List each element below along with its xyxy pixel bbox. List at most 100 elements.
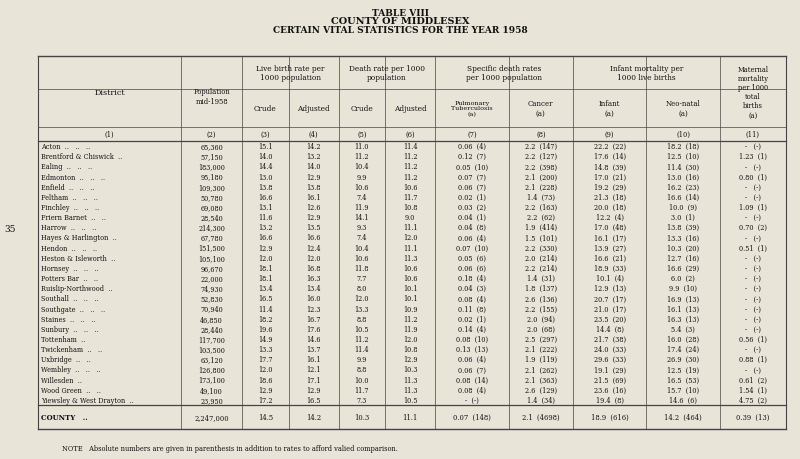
- Text: 11.3: 11.3: [403, 386, 418, 394]
- Text: 10.6: 10.6: [403, 264, 418, 272]
- Text: Infant mortality per
1000 live births: Infant mortality per 1000 live births: [610, 65, 683, 82]
- Text: 0.61  (2): 0.61 (2): [739, 376, 767, 384]
- Text: 50,780: 50,780: [200, 193, 223, 202]
- Text: 14.9: 14.9: [258, 335, 273, 343]
- Text: Live birth rate per
1000 population: Live birth rate per 1000 population: [256, 65, 325, 82]
- Text: -   (-): - (-): [745, 366, 761, 374]
- Text: 0.80  (1): 0.80 (1): [739, 173, 767, 181]
- Text: 12.0: 12.0: [258, 366, 273, 374]
- Text: COUNTY OF MIDDLESEX: COUNTY OF MIDDLESEX: [330, 17, 470, 26]
- Text: 11.2: 11.2: [403, 153, 418, 161]
- Text: -   (-): - (-): [745, 295, 761, 303]
- Text: 11.9: 11.9: [354, 203, 369, 212]
- Text: TABLE VIII: TABLE VIII: [371, 9, 429, 18]
- Text: 1.4  (34): 1.4 (34): [527, 396, 555, 404]
- Text: 12.5  (10): 12.5 (10): [667, 153, 699, 161]
- Text: 0.05  (6): 0.05 (6): [458, 254, 486, 262]
- Text: 9.9: 9.9: [357, 173, 367, 181]
- Text: -   (-): - (-): [745, 315, 761, 323]
- Text: 10.6: 10.6: [354, 183, 369, 191]
- Text: -   (-): - (-): [745, 183, 761, 191]
- Text: 13.8: 13.8: [306, 183, 321, 191]
- Text: 2.2  (214): 2.2 (214): [525, 264, 557, 272]
- Text: 14.4: 14.4: [258, 163, 273, 171]
- Text: 11.2: 11.2: [403, 173, 418, 181]
- Text: (11): (11): [746, 131, 760, 139]
- Text: 1.4  (73): 1.4 (73): [527, 193, 555, 202]
- Text: 9.3: 9.3: [357, 224, 367, 232]
- Text: 2.5  (297): 2.5 (297): [525, 335, 557, 343]
- Text: 16.1: 16.1: [306, 193, 321, 202]
- Text: 14.6: 14.6: [306, 335, 321, 343]
- Text: 0.06  (7): 0.06 (7): [458, 366, 486, 374]
- Text: 14.5: 14.5: [258, 413, 273, 421]
- Text: 17.2: 17.2: [258, 396, 273, 404]
- Text: 14.8  (39): 14.8 (39): [594, 163, 626, 171]
- Text: 12.5  (19): 12.5 (19): [667, 366, 699, 374]
- Text: 0.11  (8): 0.11 (8): [458, 305, 486, 313]
- Text: 16.6  (21): 16.6 (21): [594, 254, 626, 262]
- Text: 2.1  (4698): 2.1 (4698): [522, 413, 560, 421]
- Text: 183,000: 183,000: [198, 163, 225, 171]
- Text: (9): (9): [605, 131, 614, 139]
- Text: -   (-): - (-): [745, 193, 761, 202]
- Text: Crude: Crude: [350, 105, 374, 113]
- Text: Maternal
mortality
per 1000
total
births
(a): Maternal mortality per 1000 total births…: [738, 65, 768, 119]
- Text: (7): (7): [467, 131, 477, 139]
- Text: Southgate  ..   ..   ..: Southgate .. .. ..: [42, 305, 106, 313]
- Text: 16.6: 16.6: [258, 234, 273, 242]
- Text: 11.1: 11.1: [402, 413, 418, 421]
- Text: 16.0: 16.0: [306, 295, 321, 303]
- Text: 2.2  (147): 2.2 (147): [525, 143, 557, 151]
- Text: 11.2: 11.2: [403, 315, 418, 323]
- Text: Wood Green  ..   ..: Wood Green .. ..: [42, 386, 101, 394]
- Text: 12.9  (13): 12.9 (13): [594, 285, 626, 292]
- Text: 11.6: 11.6: [258, 214, 273, 222]
- Text: 1.09  (1): 1.09 (1): [739, 203, 767, 212]
- Text: Tottenham  ..: Tottenham ..: [42, 335, 86, 343]
- Text: 10.1: 10.1: [403, 285, 418, 292]
- Text: 16.5: 16.5: [258, 295, 273, 303]
- Text: 10.9: 10.9: [403, 305, 418, 313]
- Text: 0.04  (3): 0.04 (3): [458, 285, 486, 292]
- Text: 17.0  (21): 17.0 (21): [594, 173, 626, 181]
- Text: 11.3: 11.3: [403, 254, 418, 262]
- Text: 8.0: 8.0: [357, 285, 367, 292]
- Text: -   (-): - (-): [745, 214, 761, 222]
- Text: 15.7  (10): 15.7 (10): [667, 386, 699, 394]
- Text: NOTE   Absolute numbers are given in parenthesis in addition to rates to afford : NOTE Absolute numbers are given in paren…: [62, 444, 398, 452]
- Text: 0.14  (4): 0.14 (4): [458, 325, 486, 333]
- Text: 13.2: 13.2: [306, 153, 321, 161]
- Text: 10.3  (20): 10.3 (20): [667, 244, 699, 252]
- Text: 17.6: 17.6: [306, 325, 321, 333]
- Text: 15.1: 15.1: [258, 143, 273, 151]
- Text: 10.3: 10.3: [403, 366, 418, 374]
- Text: 11.4: 11.4: [403, 143, 418, 151]
- Text: 65,360: 65,360: [200, 143, 223, 151]
- Text: 3.0  (1): 3.0 (1): [671, 214, 695, 222]
- Text: Willesden  ..: Willesden ..: [42, 376, 82, 384]
- Text: Uxbridge  ..   ..: Uxbridge .. ..: [42, 356, 91, 364]
- Text: 12.2  (4): 12.2 (4): [596, 214, 624, 222]
- Text: 13.8  (39): 13.8 (39): [667, 224, 699, 232]
- Text: -   (-): - (-): [745, 143, 761, 151]
- Text: 7.7: 7.7: [357, 274, 367, 282]
- Text: -   (-): - (-): [745, 346, 761, 353]
- Text: 11.4: 11.4: [354, 346, 369, 353]
- Text: 117,700: 117,700: [198, 335, 225, 343]
- Text: Acton  ..   ..   ..: Acton .. .. ..: [42, 143, 90, 151]
- Text: 69,080: 69,080: [200, 203, 223, 212]
- Text: 2.2  (62): 2.2 (62): [527, 214, 555, 222]
- Text: 18.6: 18.6: [258, 376, 273, 384]
- Text: 12.9: 12.9: [258, 386, 273, 394]
- Text: -   (-): - (-): [745, 254, 761, 262]
- Text: 16.7: 16.7: [306, 315, 321, 323]
- Text: 14.4  (8): 14.4 (8): [596, 325, 624, 333]
- Text: 7.4: 7.4: [357, 193, 367, 202]
- Text: 46,850: 46,850: [200, 315, 223, 323]
- Text: 0.06  (4): 0.06 (4): [458, 356, 486, 364]
- Text: 12.1: 12.1: [306, 366, 321, 374]
- Text: 1.8  (137): 1.8 (137): [525, 285, 557, 292]
- Text: 19.2  (29): 19.2 (29): [594, 183, 626, 191]
- Text: 13.3: 13.3: [354, 305, 369, 313]
